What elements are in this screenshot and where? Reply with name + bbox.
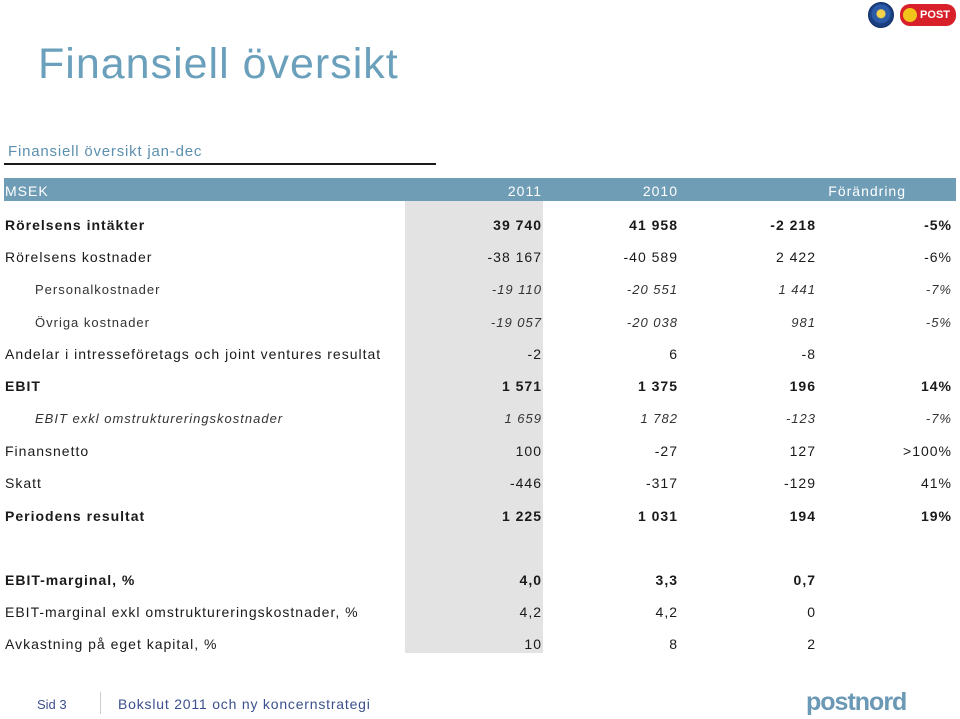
table-header-row: MSEK 2011 2010 Förändring xyxy=(4,183,956,207)
cell-2011: 1 659 xyxy=(504,411,542,426)
subtitle-underline xyxy=(4,163,436,165)
cell-change: 2 422 xyxy=(775,249,816,265)
cell-2011: -446 xyxy=(509,475,542,491)
table-row: Rörelsens intäkter 39 740 41 958 -2 218 … xyxy=(4,217,956,241)
row-label: Andelar i intresseföretags och joint ven… xyxy=(5,346,382,362)
row-label: Finansnetto xyxy=(5,443,90,459)
table-row: EBIT-marginal exkl omstruktureringskostn… xyxy=(4,604,956,628)
crown-seal-icon xyxy=(868,2,895,28)
table-row: EBIT 1 571 1 375 196 14% xyxy=(4,378,956,402)
table-row: Periodens resultat 1 225 1 031 194 19% xyxy=(4,508,956,532)
cell-2010: 4,2 xyxy=(655,604,678,620)
cell-change-pct: 41% xyxy=(920,475,952,491)
cell-2010: -20 551 xyxy=(626,282,678,297)
cell-2011: 39 740 xyxy=(493,217,542,233)
post-logo-text: POST xyxy=(920,9,950,21)
row-label: Personalkostnader xyxy=(35,282,161,297)
cell-2011: -2 xyxy=(527,346,542,362)
cell-2010: -20 038 xyxy=(626,315,678,330)
cell-change: -8 xyxy=(801,346,816,362)
footer-text: Bokslut 2011 och ny koncernstrategi xyxy=(118,696,371,712)
row-label: Rörelsens kostnader xyxy=(5,249,153,265)
row-label: Periodens resultat xyxy=(5,508,146,524)
cell-2011: -19 057 xyxy=(490,315,542,330)
table-row: Personalkostnader -19 110 -20 551 1 441 … xyxy=(4,282,956,306)
cell-change-pct: 19% xyxy=(920,508,952,524)
cell-2011: 1 571 xyxy=(501,378,542,394)
cell-change: 196 xyxy=(789,378,816,394)
table-row: Avkastning på eget kapital, % 10 8 2 xyxy=(4,636,956,660)
cell-2010: 1 375 xyxy=(637,378,678,394)
highlight-column-2011 xyxy=(405,201,543,653)
table-row: Skatt -446 -317 -129 41% xyxy=(4,475,956,499)
slide-title: Finansiell översikt xyxy=(38,40,399,88)
slide-subtitle: Finansiell översikt jan-dec xyxy=(8,143,203,160)
cell-change: 0,7 xyxy=(793,572,816,588)
footer-divider xyxy=(100,692,101,714)
table-row: EBIT-marginal, % 4,0 3,3 0,7 xyxy=(4,572,956,596)
cell-2010: -40 589 xyxy=(623,249,678,265)
cell-change: 194 xyxy=(789,508,816,524)
post-logo: POST xyxy=(900,4,956,26)
cell-2011: 4,0 xyxy=(519,572,542,588)
cell-change-pct: -7% xyxy=(925,411,952,426)
cell-change: 0 xyxy=(807,604,816,620)
cell-2010: 41 958 xyxy=(629,217,678,233)
row-label: Skatt xyxy=(5,475,42,491)
cell-change: -2 218 xyxy=(770,217,816,233)
cell-2011: -19 110 xyxy=(491,282,542,297)
cell-change-pct: -7% xyxy=(925,282,952,297)
postnord-logo: postnord xyxy=(806,688,907,716)
cell-change: 127 xyxy=(789,443,816,459)
table-row: Finansnetto 100 -27 127 >100% xyxy=(4,443,956,467)
cell-2011: 100 xyxy=(515,443,542,459)
cell-change-pct: -5% xyxy=(924,217,952,233)
crown-icon xyxy=(903,8,918,22)
cell-2010: 8 xyxy=(669,636,678,652)
row-label: EBIT xyxy=(5,378,41,394)
cell-change: 1 441 xyxy=(778,282,816,297)
row-label: Rörelsens intäkter xyxy=(5,217,146,233)
header-col-2011: 2011 xyxy=(507,183,542,199)
row-label: EBIT-marginal exkl omstruktureringskostn… xyxy=(5,604,359,620)
row-label: Avkastning på eget kapital, % xyxy=(5,636,218,652)
row-label: Övriga kostnader xyxy=(35,315,150,330)
table-header-bar xyxy=(4,178,956,201)
row-label: EBIT-marginal, % xyxy=(5,572,136,588)
top-logos: POST xyxy=(868,2,956,28)
row-label: EBIT exkl omstruktureringskostnader xyxy=(35,411,284,426)
table-row: Andelar i intresseföretags och joint ven… xyxy=(4,346,956,370)
cell-2011: 1 225 xyxy=(501,508,542,524)
cell-change: -123 xyxy=(785,411,816,426)
cell-2010: 6 xyxy=(669,346,678,362)
cell-change: -129 xyxy=(783,475,816,491)
header-label: MSEK xyxy=(5,183,49,199)
table-row: Rörelsens kostnader -38 167 -40 589 2 42… xyxy=(4,249,956,273)
cell-change-pct: >100% xyxy=(903,443,952,459)
table-row: Övriga kostnader -19 057 -20 038 981 -5% xyxy=(4,315,956,339)
cell-2011: -38 167 xyxy=(487,249,542,265)
cell-change: 981 xyxy=(791,315,816,330)
cell-2011: 10 xyxy=(524,636,542,652)
table-row: EBIT exkl omstruktureringskostnader 1 65… xyxy=(4,411,956,435)
cell-2010: -317 xyxy=(645,475,678,491)
cell-change-pct: -6% xyxy=(924,249,952,265)
cell-change-pct: -5% xyxy=(925,315,952,330)
cell-2010: 1 782 xyxy=(640,411,678,426)
page-number: Sid 3 xyxy=(37,697,67,712)
cell-2011: 4,2 xyxy=(519,604,542,620)
cell-change-pct: 14% xyxy=(920,378,952,394)
cell-2010: -27 xyxy=(654,443,678,459)
cell-2010: 3,3 xyxy=(655,572,678,588)
cell-change: 2 xyxy=(807,636,816,652)
header-col-change: Förändring xyxy=(828,183,906,199)
header-col-2010: 2010 xyxy=(642,183,678,199)
cell-2010: 1 031 xyxy=(637,508,678,524)
